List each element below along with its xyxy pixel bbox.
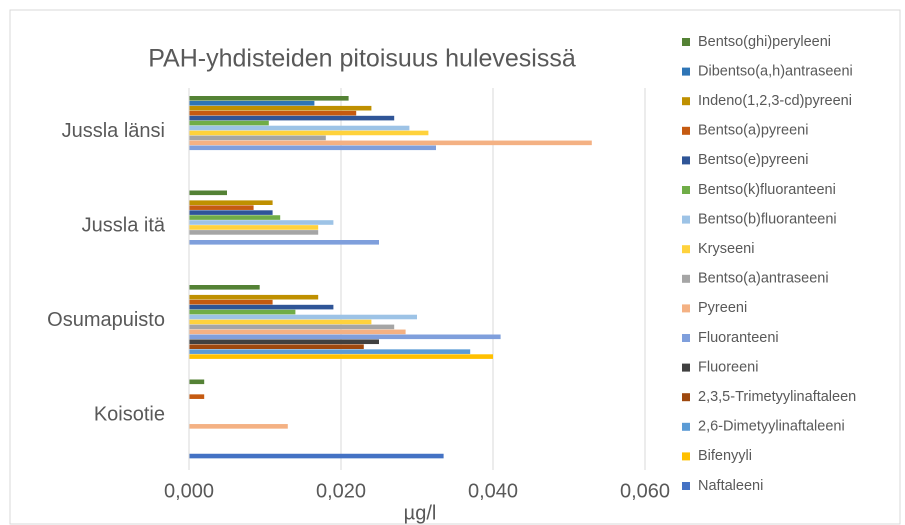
bar [189, 339, 379, 345]
y-tick-label: Jussla itä [82, 214, 166, 236]
legend-swatch [682, 334, 690, 342]
bar [189, 210, 273, 215]
legend-swatch [682, 482, 690, 490]
legend-label: Kryseeni [698, 241, 754, 257]
legend-swatch [682, 245, 690, 254]
bar [189, 309, 296, 315]
chart-title: PAH-yhdisteiden pitoisuus hulevesissä [148, 45, 576, 73]
x-tick-label: 0,020 [316, 480, 366, 502]
bar [189, 329, 406, 335]
legend-label: Bentso(a)antraseeni [698, 271, 829, 287]
y-tick-label: Osumapuisto [47, 309, 165, 331]
legend-label: Bentso(b)fluoranteeni [698, 211, 837, 227]
x-tick-label: 0,040 [468, 480, 518, 502]
bar [189, 319, 372, 325]
x-axis-label: µg/l [404, 502, 437, 524]
bar [189, 453, 444, 459]
bar [189, 285, 260, 290]
legend-swatch [682, 274, 690, 283]
legend-label: Fluoranteeni [698, 330, 779, 346]
bar [189, 140, 592, 146]
bar [189, 120, 269, 126]
legend-label: Indeno(1,2,3-cd)pyreeni [698, 93, 852, 109]
bar [189, 190, 227, 196]
legend-label: Naftaleeni [698, 478, 763, 494]
bar [189, 125, 410, 131]
bar [189, 344, 364, 349]
bar [189, 424, 288, 429]
legend-label: Pyreeni [698, 300, 747, 316]
x-tick-label: 0,060 [620, 480, 670, 502]
bar [189, 324, 395, 330]
bar [189, 200, 273, 205]
legend-swatch [682, 304, 690, 313]
legend-label: Fluoreeni [698, 359, 758, 375]
bar [189, 215, 281, 220]
legend-swatch [682, 38, 690, 46]
legend-swatch [682, 363, 690, 372]
legend-label: Dibentso(a,h)antraseeni [698, 63, 853, 79]
bar [189, 145, 436, 151]
bar [189, 220, 334, 225]
legend-swatch [682, 215, 690, 224]
bar [189, 100, 315, 106]
legend-label: 2,3,5-Trimetyylinaftaleen [698, 389, 856, 405]
bar [189, 334, 501, 340]
legend-swatch [682, 452, 690, 461]
legend-label: Bentso(a)pyreeni [698, 123, 808, 139]
bar [189, 115, 395, 121]
bar [189, 240, 379, 245]
bar [189, 379, 205, 385]
bar [189, 294, 319, 300]
legend-swatch [682, 156, 690, 165]
bar [189, 354, 493, 359]
bar [189, 304, 334, 310]
bar [189, 135, 326, 141]
y-tick-label: Jussla länsi [62, 120, 165, 142]
y-tick-label: Koisotie [94, 403, 165, 425]
bar [189, 349, 471, 354]
legend-label: Bentso(e)pyreeni [698, 152, 808, 168]
bar [189, 96, 349, 101]
bar [189, 110, 357, 116]
bar [189, 225, 319, 230]
legend-swatch [682, 67, 690, 76]
legend-label: Bentso(k)fluoranteeni [698, 182, 836, 198]
legend-swatch [682, 97, 690, 106]
bar [189, 130, 429, 136]
legend-label: Bentso(ghi)peryleeni [698, 34, 831, 50]
bar [189, 105, 372, 111]
bar [189, 230, 319, 235]
chart-frame [9, 9, 901, 525]
legend-label: Bifenyyli [698, 448, 752, 464]
legend-swatch [682, 126, 690, 135]
legend-label: 2,6-Dimetyylinaftaleeni [698, 419, 845, 435]
bar [189, 205, 254, 210]
legend-swatch [682, 186, 690, 194]
bar [189, 314, 417, 320]
bar [189, 394, 205, 399]
legend-swatch [682, 393, 690, 402]
x-tick-label: 0,000 [164, 480, 214, 502]
legend-swatch [682, 422, 690, 431]
bar [189, 299, 273, 305]
